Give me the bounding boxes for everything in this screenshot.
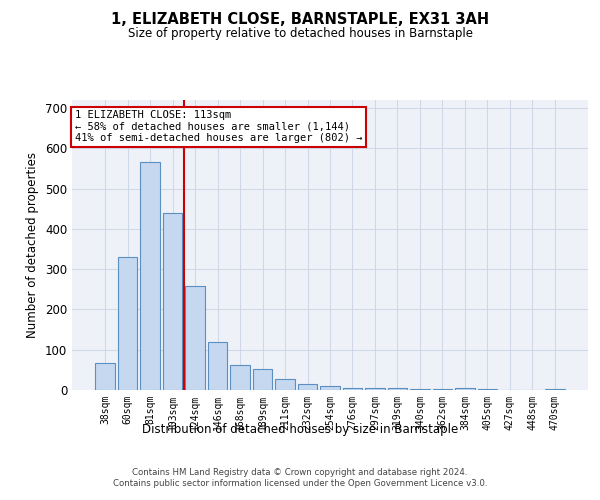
Bar [478, 389, 497, 390]
Text: 1, ELIZABETH CLOSE, BARNSTAPLE, EX31 3AH: 1, ELIZABETH CLOSE, BARNSTAPLE, EX31 3AH [111, 12, 489, 28]
Text: Distribution of detached houses by size in Barnstaple: Distribution of detached houses by size … [142, 422, 458, 436]
Y-axis label: Number of detached properties: Number of detached properties [26, 152, 40, 338]
Bar [410, 389, 430, 390]
Bar [163, 213, 182, 390]
Bar [298, 384, 317, 390]
Text: Size of property relative to detached houses in Barnstaple: Size of property relative to detached ho… [128, 28, 473, 40]
Bar [95, 362, 115, 390]
Bar [545, 389, 565, 390]
Bar [253, 369, 272, 390]
Bar [455, 388, 475, 390]
Bar [343, 388, 362, 390]
Bar [365, 388, 385, 390]
Bar [185, 286, 205, 390]
Bar [275, 378, 295, 390]
Text: 1 ELIZABETH CLOSE: 113sqm
← 58% of detached houses are smaller (1,144)
41% of se: 1 ELIZABETH CLOSE: 113sqm ← 58% of detac… [74, 110, 362, 144]
Bar [388, 388, 407, 390]
Text: Contains HM Land Registry data © Crown copyright and database right 2024.
Contai: Contains HM Land Registry data © Crown c… [113, 468, 487, 487]
Bar [230, 365, 250, 390]
Bar [118, 257, 137, 390]
Bar [208, 342, 227, 390]
Bar [433, 389, 452, 390]
Bar [320, 386, 340, 390]
Bar [140, 162, 160, 390]
